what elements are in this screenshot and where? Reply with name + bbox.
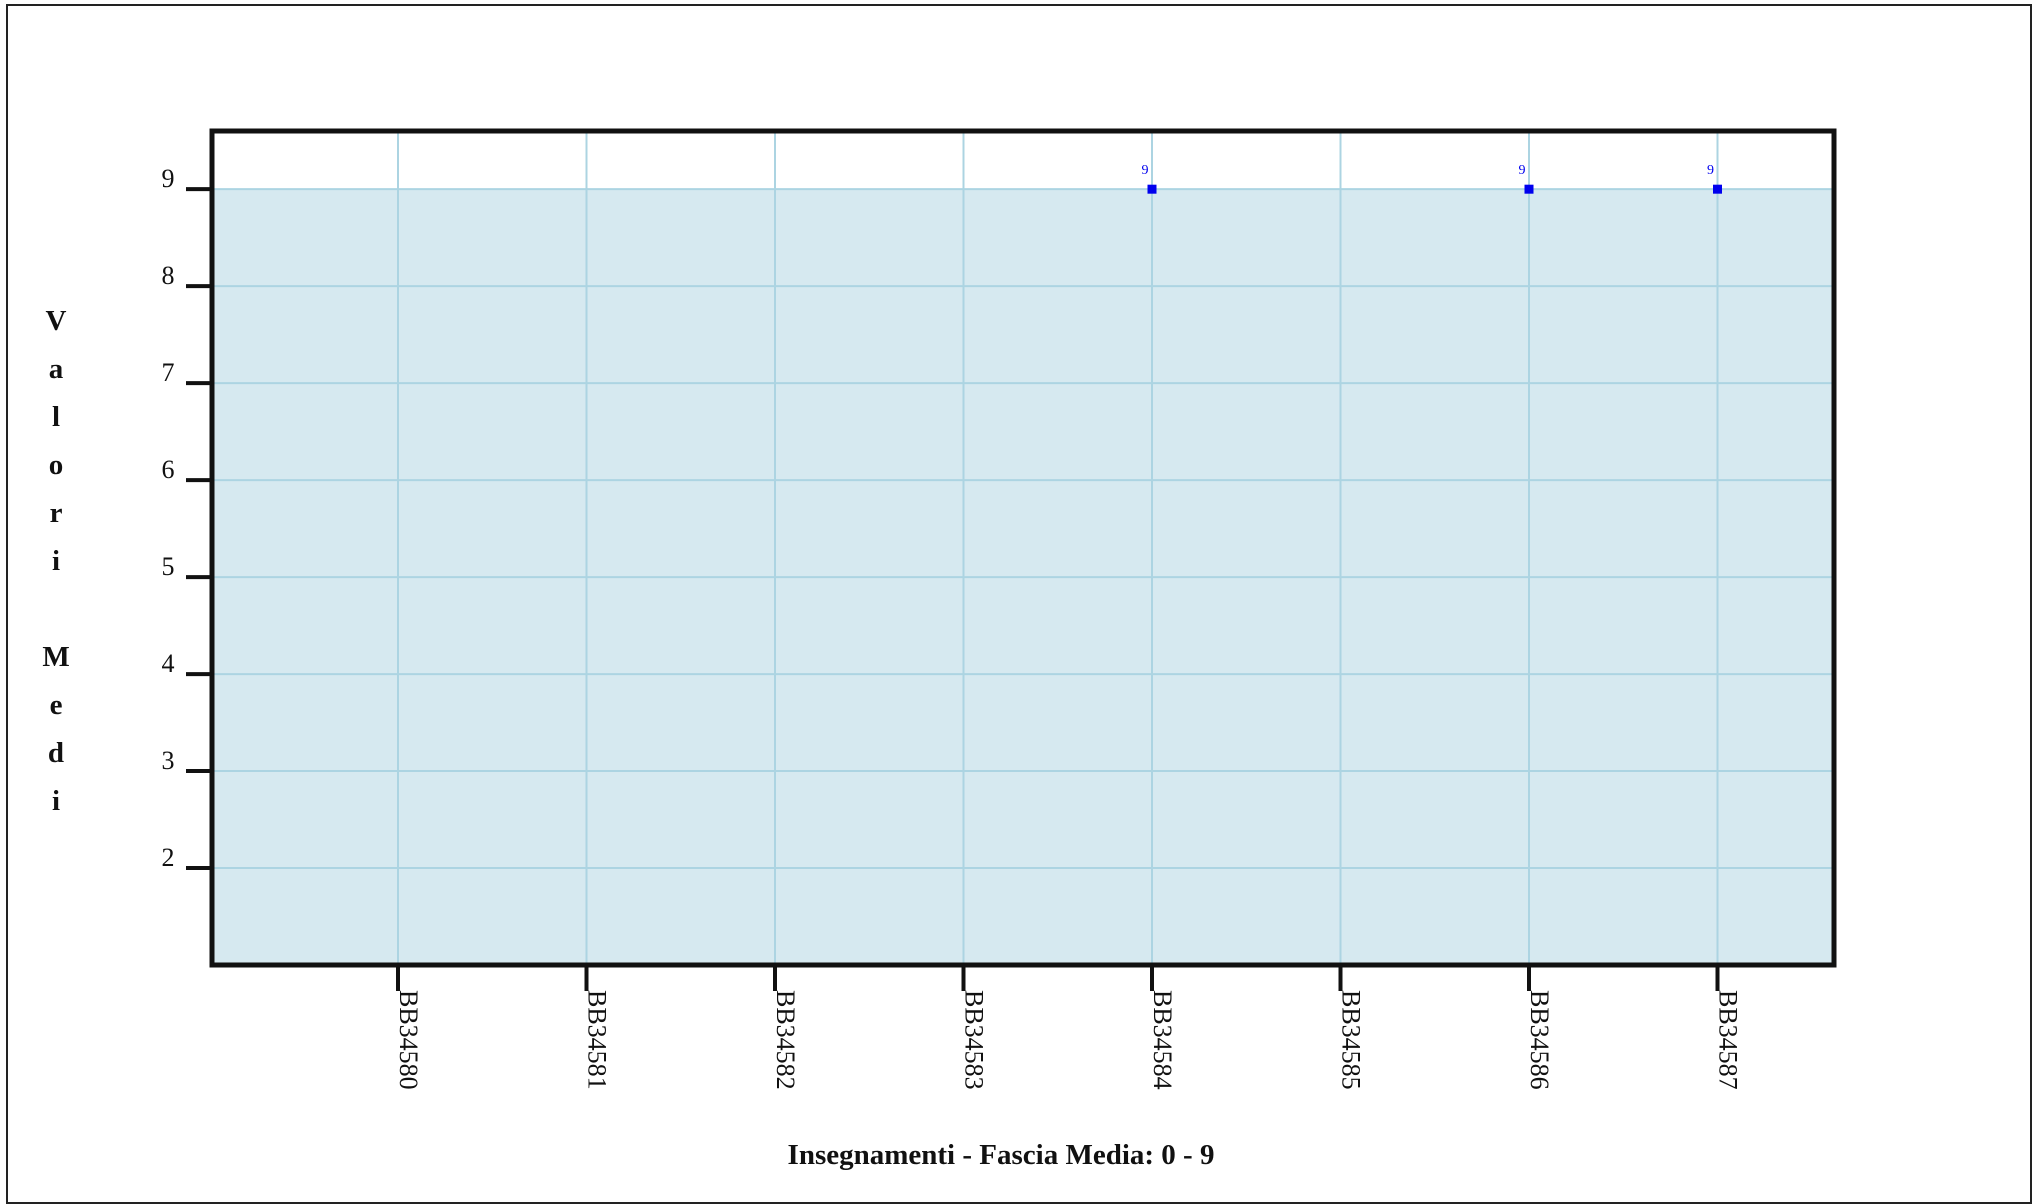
y-axis-title-char: i [52,785,60,817]
data-point-label: 9 [1519,163,1526,178]
y-axis-ticks: 2 3 4 5 6 7 8 9 [162,164,212,872]
data-point-marker [1713,184,1722,194]
plot-border [209,128,1837,968]
y-tick-label: 6 [162,455,175,484]
y-axis-title-char: d [48,737,64,769]
y-axis-title-char: i [52,545,60,577]
y-axis-title-char: r [50,497,63,529]
data-point-label: 9 [1707,163,1714,178]
x-tick-label: BB34582 [771,990,800,1090]
y-axis-title-char: l [52,401,60,433]
x-tick-label: BB34581 [583,990,612,1090]
y-axis-title-char: M [42,641,69,673]
x-tick-label: BB34585 [1337,990,1366,1090]
x-axis-ticks: BB34580 BB34581 BB34582 BB34583 BB34584 BB345… [394,965,1743,1090]
x-tick-label: BB34584 [1148,990,1177,1090]
y-axis-title-char: o [49,449,64,481]
axis-layer [209,128,1837,968]
y-tick-label: 4 [162,649,175,678]
y-tick-label: 9 [162,164,175,193]
data-point-marker [1524,184,1534,194]
y-axis-title-char: a [49,353,64,385]
data-points: 9 9 9 [1142,163,1722,194]
x-tick-label: BB34580 [394,990,423,1090]
x-tick-label: BB34583 [960,990,989,1090]
y-tick-label: 7 [162,358,175,387]
x-tick-label: BB34586 [1525,990,1554,1090]
y-tick-label: 8 [162,261,175,290]
x-axis-title: Insegnamenti - Fascia Media: 0 - 9 [788,1139,1215,1171]
y-axis-title-char: e [50,689,63,721]
y-axis-title-char: V [46,305,67,337]
data-point-marker [1147,184,1157,194]
x-tick-label: BB34587 [1714,990,1743,1090]
data-point-label: 9 [1142,163,1149,178]
y-tick-label: 2 [162,843,175,872]
y-tick-label: 5 [162,552,175,581]
grid-layer [212,131,1834,965]
y-tick-label: 3 [162,746,175,775]
